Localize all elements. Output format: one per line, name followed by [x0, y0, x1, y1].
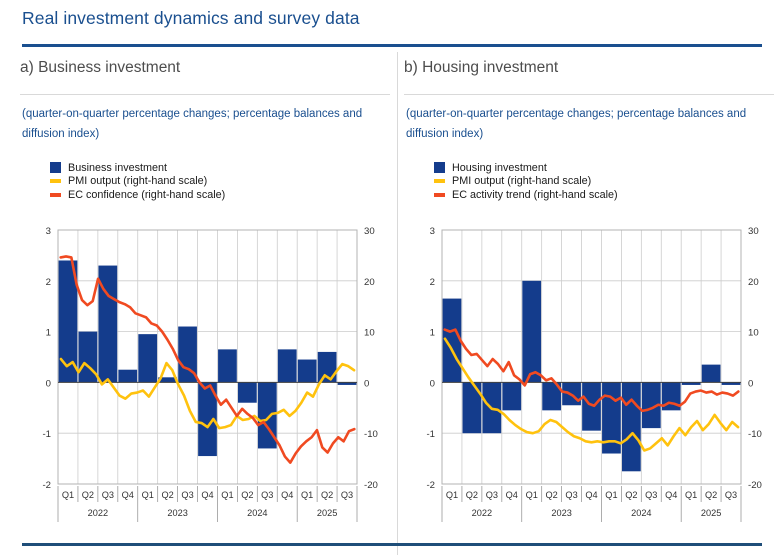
legend-swatch-bar-icon [434, 162, 445, 174]
svg-text:Q2: Q2 [241, 490, 253, 500]
panel-business-investment: a) Business investment (quarter-on-quart… [20, 52, 395, 552]
svg-text:2024: 2024 [247, 508, 267, 518]
legend-a: Business investment PMI output (right-ha… [50, 161, 225, 202]
svg-text:Q3: Q3 [102, 490, 114, 500]
bottom-divider [22, 543, 762, 546]
chart-business-investment: 3 2 1 0 -1 -2 30 20 10 0 -10 -20 Q1 Q2 Q3 Q4 Q1 Q2 Q3 Q4 Q1 Q… [20, 212, 395, 552]
svg-text:20: 20 [364, 277, 375, 288]
svg-text:2: 2 [46, 277, 51, 288]
svg-text:Q3: Q3 [181, 490, 193, 500]
panel-subtitle-a: (quarter-on-quarter percentage changes; … [22, 108, 363, 141]
panel-title-b: b) Housing investment [404, 59, 559, 76]
page-title: Real investment dynamics and survey data [22, 8, 360, 28]
chart-housing-investment: 3 2 1 0 -1 -2 30 20 10 0 -10 -20 Q1 Q2 Q3 Q4 Q1 Q2 Q3 Q4 Q1 Q… [404, 212, 779, 552]
svg-text:-1: -1 [426, 429, 435, 440]
svg-text:Q2: Q2 [625, 490, 637, 500]
panel-title-a: a) Business investment [20, 59, 181, 76]
svg-text:Q3: Q3 [261, 490, 273, 500]
svg-text:Q4: Q4 [281, 490, 293, 500]
svg-text:Q2: Q2 [705, 490, 717, 500]
legend-label: Housing investment [452, 161, 547, 174]
legend-swatch-line-icon [50, 179, 61, 184]
svg-text:10: 10 [364, 328, 375, 339]
svg-text:1: 1 [46, 328, 51, 339]
legend-label: EC confidence (right-hand scale) [68, 188, 226, 201]
svg-text:2023: 2023 [167, 508, 187, 518]
svg-text:2: 2 [430, 277, 435, 288]
svg-text:2025: 2025 [317, 508, 337, 518]
svg-text:3: 3 [430, 226, 435, 237]
legend-item-business-investment: Business investment [50, 161, 225, 175]
legend-swatch-line-icon [50, 192, 61, 197]
legend-swatch-line-icon [434, 192, 445, 197]
svg-text:Q1: Q1 [446, 490, 458, 500]
legend-item-pmi-output: PMI output (right-hand scale) [50, 175, 225, 189]
svg-text:20: 20 [748, 277, 759, 288]
svg-text:Q2: Q2 [466, 490, 478, 500]
svg-text:-10: -10 [364, 429, 378, 440]
legend-swatch-bar-icon [50, 162, 61, 174]
svg-text:Q2: Q2 [546, 490, 558, 500]
panel-divider [397, 52, 398, 555]
svg-text:-2: -2 [42, 480, 51, 491]
panel-b-divider [404, 94, 774, 95]
svg-text:Q3: Q3 [645, 490, 657, 500]
legend-item-housing-investment: Housing investment [434, 161, 618, 175]
svg-text:-20: -20 [364, 480, 378, 491]
svg-text:Q4: Q4 [506, 490, 518, 500]
svg-text:30: 30 [364, 226, 375, 237]
svg-text:3: 3 [46, 226, 51, 237]
svg-text:Q4: Q4 [122, 490, 134, 500]
svg-text:-20: -20 [748, 480, 762, 491]
svg-text:Q2: Q2 [162, 490, 174, 500]
svg-text:Q3: Q3 [486, 490, 498, 500]
legend-label: PMI output (right-hand scale) [452, 175, 592, 188]
svg-text:Q1: Q1 [142, 490, 154, 500]
svg-text:Q1: Q1 [685, 490, 697, 500]
svg-text:0: 0 [46, 378, 51, 389]
panel-a-divider [20, 94, 390, 95]
svg-text:2022: 2022 [88, 508, 108, 518]
legend-b: Housing investment PMI output (right-han… [434, 161, 618, 202]
svg-text:Q1: Q1 [62, 490, 74, 500]
svg-text:2023: 2023 [551, 508, 571, 518]
svg-text:10: 10 [748, 328, 759, 339]
panel-housing-investment: b) Housing investment (quarter-on-quarte… [404, 52, 779, 552]
svg-text:Q4: Q4 [201, 490, 213, 500]
svg-text:Q1: Q1 [221, 490, 233, 500]
svg-text:Q1: Q1 [526, 490, 538, 500]
svg-text:Q1: Q1 [301, 490, 313, 500]
svg-text:Q2: Q2 [321, 490, 333, 500]
svg-text:2025: 2025 [701, 508, 721, 518]
legend-item-pmi-output: PMI output (right-hand scale) [434, 175, 618, 189]
panel-subtitle-b: (quarter-on-quarter percentage changes; … [406, 108, 747, 141]
svg-text:-10: -10 [748, 429, 762, 440]
svg-text:Q4: Q4 [665, 490, 677, 500]
svg-text:Q3: Q3 [725, 490, 737, 500]
svg-text:0: 0 [430, 378, 435, 389]
svg-text:30: 30 [748, 226, 759, 237]
svg-text:2024: 2024 [631, 508, 651, 518]
svg-text:0: 0 [364, 378, 369, 389]
svg-text:1: 1 [430, 328, 435, 339]
title-divider [22, 44, 762, 47]
svg-text:Q3: Q3 [565, 490, 577, 500]
legend-item-ec-confidence: EC confidence (right-hand scale) [50, 188, 225, 202]
svg-text:Q2: Q2 [82, 490, 94, 500]
legend-item-ec-activity-trend: EC activity trend (right-hand scale) [434, 188, 618, 202]
legend-label: EC activity trend (right-hand scale) [452, 188, 618, 201]
svg-text:Q1: Q1 [605, 490, 617, 500]
svg-text:Q4: Q4 [585, 490, 597, 500]
svg-text:Q3: Q3 [341, 490, 353, 500]
legend-label: PMI output (right-hand scale) [68, 175, 208, 188]
svg-text:0: 0 [748, 378, 753, 389]
svg-text:2022: 2022 [472, 508, 492, 518]
legend-label: Business investment [68, 161, 168, 174]
legend-swatch-line-icon [434, 179, 445, 184]
svg-text:-1: -1 [42, 429, 51, 440]
svg-text:-2: -2 [426, 480, 435, 491]
